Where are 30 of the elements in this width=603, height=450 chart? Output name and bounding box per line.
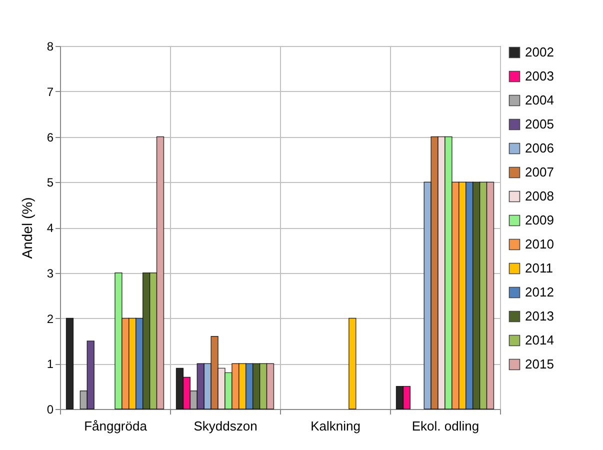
- legend-label: 2010: [525, 236, 554, 252]
- legend-label: 2009: [525, 212, 554, 228]
- legend-label: 2012: [525, 284, 554, 300]
- legend-label: 2008: [525, 188, 554, 204]
- legend-label: 2015: [525, 356, 554, 372]
- y-tick-label: 6: [46, 130, 54, 144]
- x-tick-label: Ekol. odling: [412, 418, 480, 434]
- legend-label: 2002: [525, 44, 554, 60]
- x-tick-label: Fånggröda: [84, 418, 148, 434]
- y-tick-label: 4: [46, 221, 54, 235]
- legend-label: 2014: [525, 332, 554, 348]
- x-tick-label: Skyddszon: [194, 418, 258, 434]
- y-axis-title: Andel (%): [18, 197, 35, 259]
- x-tick-label: Kalkning: [310, 418, 360, 434]
- legend-label: 2013: [525, 308, 554, 324]
- legend-label: 2005: [525, 116, 554, 132]
- y-tick-label: 2: [46, 312, 54, 326]
- legend-label: 2004: [525, 92, 554, 108]
- y-tick-label: 3: [46, 266, 54, 280]
- legend-label: 2003: [525, 68, 554, 84]
- y-tick-label: 8: [46, 40, 54, 54]
- y-tick-label: 5: [46, 176, 54, 190]
- y-tick-label: 7: [46, 84, 54, 99]
- bar: [348, 318, 356, 410]
- legend-label: 2011: [525, 260, 553, 276]
- y-tick-label: 1: [46, 357, 54, 372]
- y-tick-label: 0: [46, 402, 54, 416]
- legend-label: 2006: [525, 140, 554, 156]
- bar: [66, 318, 74, 410]
- legend-label: 2007: [525, 164, 554, 180]
